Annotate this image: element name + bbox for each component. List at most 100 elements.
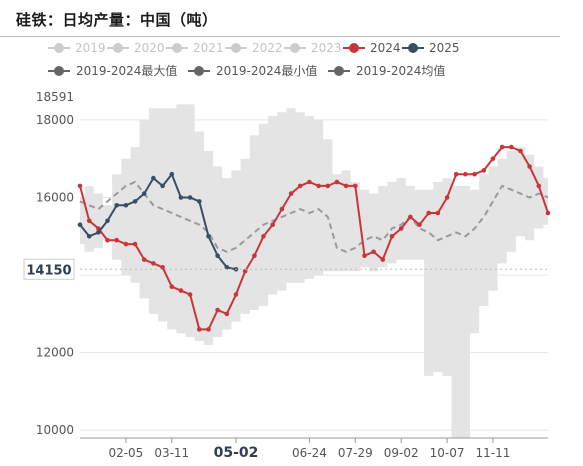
point-2024-37 bbox=[417, 222, 422, 227]
y-tick-label-12000: 12000 bbox=[36, 346, 74, 360]
point-2024-51 bbox=[545, 210, 551, 216]
highlight-box bbox=[23, 258, 75, 280]
point-2025-8 bbox=[151, 175, 156, 181]
point-2024-23 bbox=[288, 191, 294, 196]
legend-label-2021: 2021 bbox=[193, 41, 224, 55]
point-2024-49 bbox=[527, 164, 532, 169]
legend-label-2024: 2024 bbox=[370, 41, 401, 55]
point-2024-38 bbox=[426, 210, 432, 216]
legend-marker-stat-2 bbox=[334, 66, 344, 76]
min-max-band bbox=[80, 104, 548, 439]
legend-marker-2020 bbox=[113, 43, 123, 53]
point-2025-12 bbox=[187, 195, 193, 200]
point-2024-11 bbox=[178, 288, 184, 293]
x-tick-label-02-05: 02-05 bbox=[108, 446, 143, 460]
legend-label-2022: 2022 bbox=[252, 41, 283, 55]
point-2024-25 bbox=[307, 179, 312, 185]
point-2024-30 bbox=[353, 183, 358, 189]
point-2024-19 bbox=[252, 253, 257, 258]
point-2024-33 bbox=[380, 257, 386, 262]
y-tick-label-18000: 18000 bbox=[36, 113, 74, 127]
x-tick-label-10-07: 10-07 bbox=[430, 446, 465, 460]
point-2024-1 bbox=[86, 218, 92, 224]
point-2024-34 bbox=[389, 234, 395, 239]
point-2024-50 bbox=[536, 183, 542, 189]
average-line bbox=[79, 180, 549, 253]
point-2024-16 bbox=[224, 311, 230, 317]
point-2024-36 bbox=[408, 214, 413, 220]
point-2024-45 bbox=[490, 156, 496, 161]
point-2025-14 bbox=[206, 234, 211, 239]
point-2025-7 bbox=[141, 191, 147, 196]
point-2024-17 bbox=[233, 292, 239, 297]
point-2024-13 bbox=[197, 327, 202, 332]
point-2024-35 bbox=[398, 226, 404, 231]
point-2024-4 bbox=[114, 237, 119, 243]
point-2025-16 bbox=[224, 265, 230, 270]
point-2024-26 bbox=[316, 183, 321, 189]
legend-label-stat-0: 2019-2024最大值 bbox=[76, 63, 177, 78]
point-2024-43 bbox=[472, 171, 477, 177]
point-2025-13 bbox=[197, 199, 202, 204]
legend-label-stat-1: 2019-2024最小值 bbox=[216, 63, 317, 78]
point-2025-1 bbox=[86, 234, 92, 239]
legend-marker-2023 bbox=[290, 43, 300, 53]
legend-marker-2024 bbox=[349, 43, 359, 53]
point-2024-39 bbox=[435, 210, 441, 216]
point-2024-28 bbox=[334, 179, 340, 185]
point-2024-46 bbox=[499, 144, 505, 150]
legend-marker-2025 bbox=[408, 43, 418, 53]
point-2024-18 bbox=[242, 268, 248, 274]
point-2024-41 bbox=[453, 171, 459, 177]
point-2025-2 bbox=[96, 230, 101, 235]
point-2025-9 bbox=[160, 183, 165, 189]
point-2025-10 bbox=[169, 171, 175, 177]
point-2025-3 bbox=[105, 218, 110, 224]
x-tick-label-09-02: 09-02 bbox=[384, 446, 419, 460]
point-2025-11 bbox=[178, 195, 184, 200]
point-2024-44 bbox=[481, 168, 487, 173]
point-2024-7 bbox=[141, 257, 147, 262]
axes: 1000012000140001600018000185911415002-05… bbox=[23, 90, 548, 461]
point-2024-10 bbox=[169, 284, 175, 290]
point-2024-48 bbox=[518, 148, 523, 154]
series-line-2024 bbox=[79, 146, 549, 331]
legend-label-2023: 2023 bbox=[311, 41, 342, 55]
point-2024-12 bbox=[187, 292, 193, 297]
point-2025-15 bbox=[215, 253, 220, 258]
point-2024-22 bbox=[279, 206, 285, 212]
legend-label-2025: 2025 bbox=[429, 41, 460, 55]
x-tick-label-03-11: 03-11 bbox=[154, 446, 189, 460]
point-2024-24 bbox=[297, 183, 303, 189]
point-2025-4 bbox=[114, 203, 119, 208]
x-tick-label-05-02: 05-02 bbox=[214, 445, 259, 461]
series-line-2025 bbox=[79, 172, 237, 271]
legend-marker-2021 bbox=[172, 43, 182, 53]
point-2024-20 bbox=[261, 234, 266, 239]
point-2024-47 bbox=[509, 144, 514, 150]
point-2024-42 bbox=[463, 171, 468, 177]
legend-marker-2022 bbox=[231, 43, 241, 53]
series-lines bbox=[77, 144, 551, 332]
legend: 2019 2020 2021 2022 2023 2024 2025 2019-2024最大值… bbox=[48, 41, 460, 78]
point-2024-5 bbox=[123, 241, 129, 247]
point-2024-3 bbox=[105, 237, 110, 243]
band-area bbox=[80, 104, 548, 439]
point-2024-27 bbox=[325, 183, 331, 189]
point-2024-21 bbox=[270, 222, 276, 227]
point-2025-6 bbox=[132, 199, 138, 204]
point-2024-15 bbox=[215, 307, 220, 313]
point-2024-0 bbox=[77, 183, 83, 189]
point-2024-14 bbox=[206, 327, 211, 332]
y-tick-label-10000: 10000 bbox=[36, 423, 74, 437]
legend-label-stat-2: 2019-2024均值 bbox=[356, 63, 445, 78]
chart-title: 硅铁：日均产量：中国（吨） bbox=[16, 11, 218, 29]
point-2025-5 bbox=[123, 203, 129, 208]
point-2024-9 bbox=[160, 265, 165, 270]
legend-label-2020: 2020 bbox=[134, 41, 165, 55]
x-tick-label-11-11: 11-11 bbox=[476, 446, 511, 460]
y-tick-label-16000: 16000 bbox=[36, 191, 74, 205]
x-tick-label-07-29: 07-29 bbox=[338, 446, 373, 460]
x-tick-label-06-24: 06-24 bbox=[292, 446, 327, 460]
